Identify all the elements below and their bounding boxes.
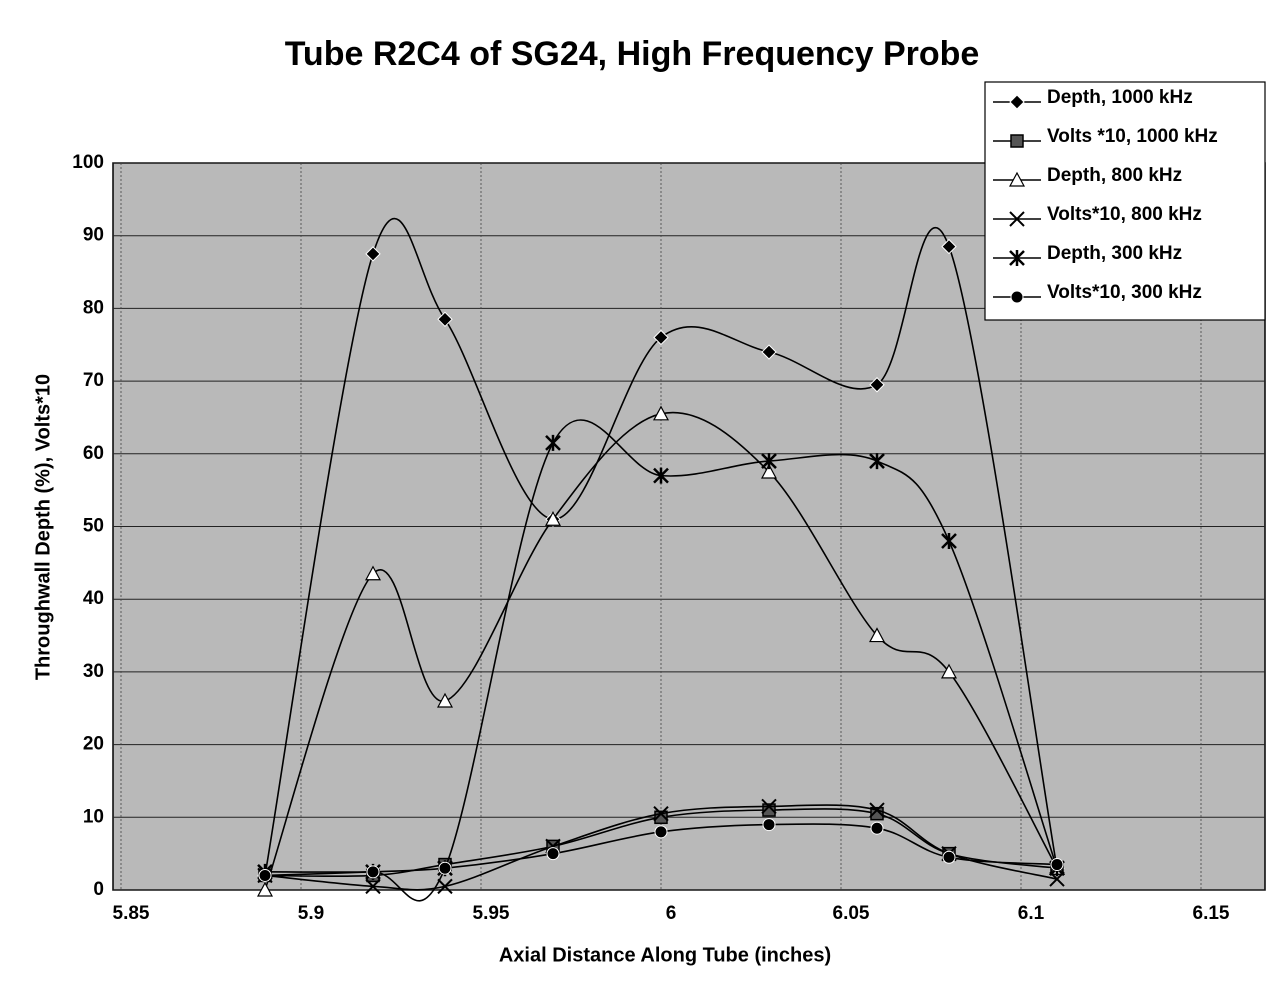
- legend-label: Depth, 800 kHz: [1047, 165, 1182, 186]
- marker: [761, 453, 777, 470]
- marker: [546, 847, 560, 861]
- y-tick-label: 40: [83, 588, 104, 609]
- marker: [256, 881, 274, 897]
- marker: [941, 533, 957, 550]
- y-tick-label: 10: [83, 806, 104, 827]
- marker: [870, 821, 884, 835]
- marker: [653, 329, 669, 346]
- legend: Depth, 1000 kHz Volts *10, 1000 kHz Depth,…: [984, 81, 1266, 321]
- x-tick-label: 5.95: [473, 903, 510, 924]
- y-tick-label: 60: [83, 443, 104, 464]
- marker: [365, 246, 381, 262]
- marker: [365, 878, 381, 895]
- marker: [868, 627, 886, 643]
- series: [256, 405, 1066, 897]
- marker: [869, 377, 885, 393]
- marker: [654, 825, 668, 839]
- x-axis-label: Axial Distance Along Tube (inches): [499, 944, 831, 966]
- y-tick-label: 0: [93, 879, 104, 900]
- marker: [1009, 94, 1025, 110]
- marker: [364, 565, 382, 581]
- marker: [258, 868, 272, 882]
- marker: [761, 798, 777, 815]
- legend-label: Volts *10, 1000 kHz: [1047, 126, 1218, 147]
- marker: [1010, 134, 1024, 148]
- marker: [761, 344, 777, 360]
- marker: [653, 805, 669, 822]
- y-tick-label: 100: [72, 152, 104, 173]
- marker: [1009, 211, 1025, 227]
- marker: [545, 434, 561, 451]
- x-tick-label: 5.85: [113, 903, 150, 924]
- marker: [437, 878, 453, 895]
- series: [258, 818, 1064, 882]
- marker: [1050, 858, 1064, 872]
- x-tick-label: 6: [666, 903, 677, 924]
- y-tick-label: 20: [83, 734, 104, 755]
- y-tick-label: 30: [83, 661, 104, 682]
- x-tick-label: 5.9: [298, 903, 324, 924]
- y-tick-label: 80: [83, 297, 104, 318]
- marker: [869, 453, 885, 470]
- y-tick-label: 50: [83, 516, 104, 537]
- legend-label: Volts*10, 300 kHz: [1047, 282, 1202, 303]
- marker: [762, 818, 776, 832]
- marker: [652, 405, 670, 421]
- marker: [366, 865, 380, 879]
- marker: [544, 510, 562, 526]
- marker: [941, 238, 957, 255]
- marker: [760, 463, 778, 479]
- marker: [942, 850, 956, 864]
- legend-box: [984, 81, 1266, 321]
- legend-label: Depth, 300 kHz: [1047, 243, 1182, 264]
- chart-title: Tube R2C4 of SG24, High Frequency Probe: [285, 35, 980, 73]
- y-axis-label: Throughwall Depth (%), Volts*10: [32, 374, 54, 680]
- marker: [653, 467, 669, 484]
- y-tick-label: 70: [83, 370, 104, 391]
- marker: [1008, 171, 1026, 187]
- marker: [1009, 250, 1025, 266]
- marker: [436, 692, 454, 708]
- marker: [437, 311, 453, 328]
- marker: [940, 663, 958, 679]
- marker: [1010, 290, 1024, 304]
- y-tick-label: 90: [83, 225, 104, 246]
- marker: [869, 802, 885, 818]
- legend-label: Volts*10, 800 kHz: [1047, 204, 1202, 225]
- x-tick-label: 6.15: [1193, 903, 1230, 924]
- x-tick-label: 6.05: [833, 903, 870, 924]
- series: [257, 798, 1065, 895]
- x-tick-label: 6.1: [1018, 903, 1045, 924]
- marker: [438, 861, 452, 875]
- legend-label: Depth, 1000 kHz: [1047, 87, 1193, 108]
